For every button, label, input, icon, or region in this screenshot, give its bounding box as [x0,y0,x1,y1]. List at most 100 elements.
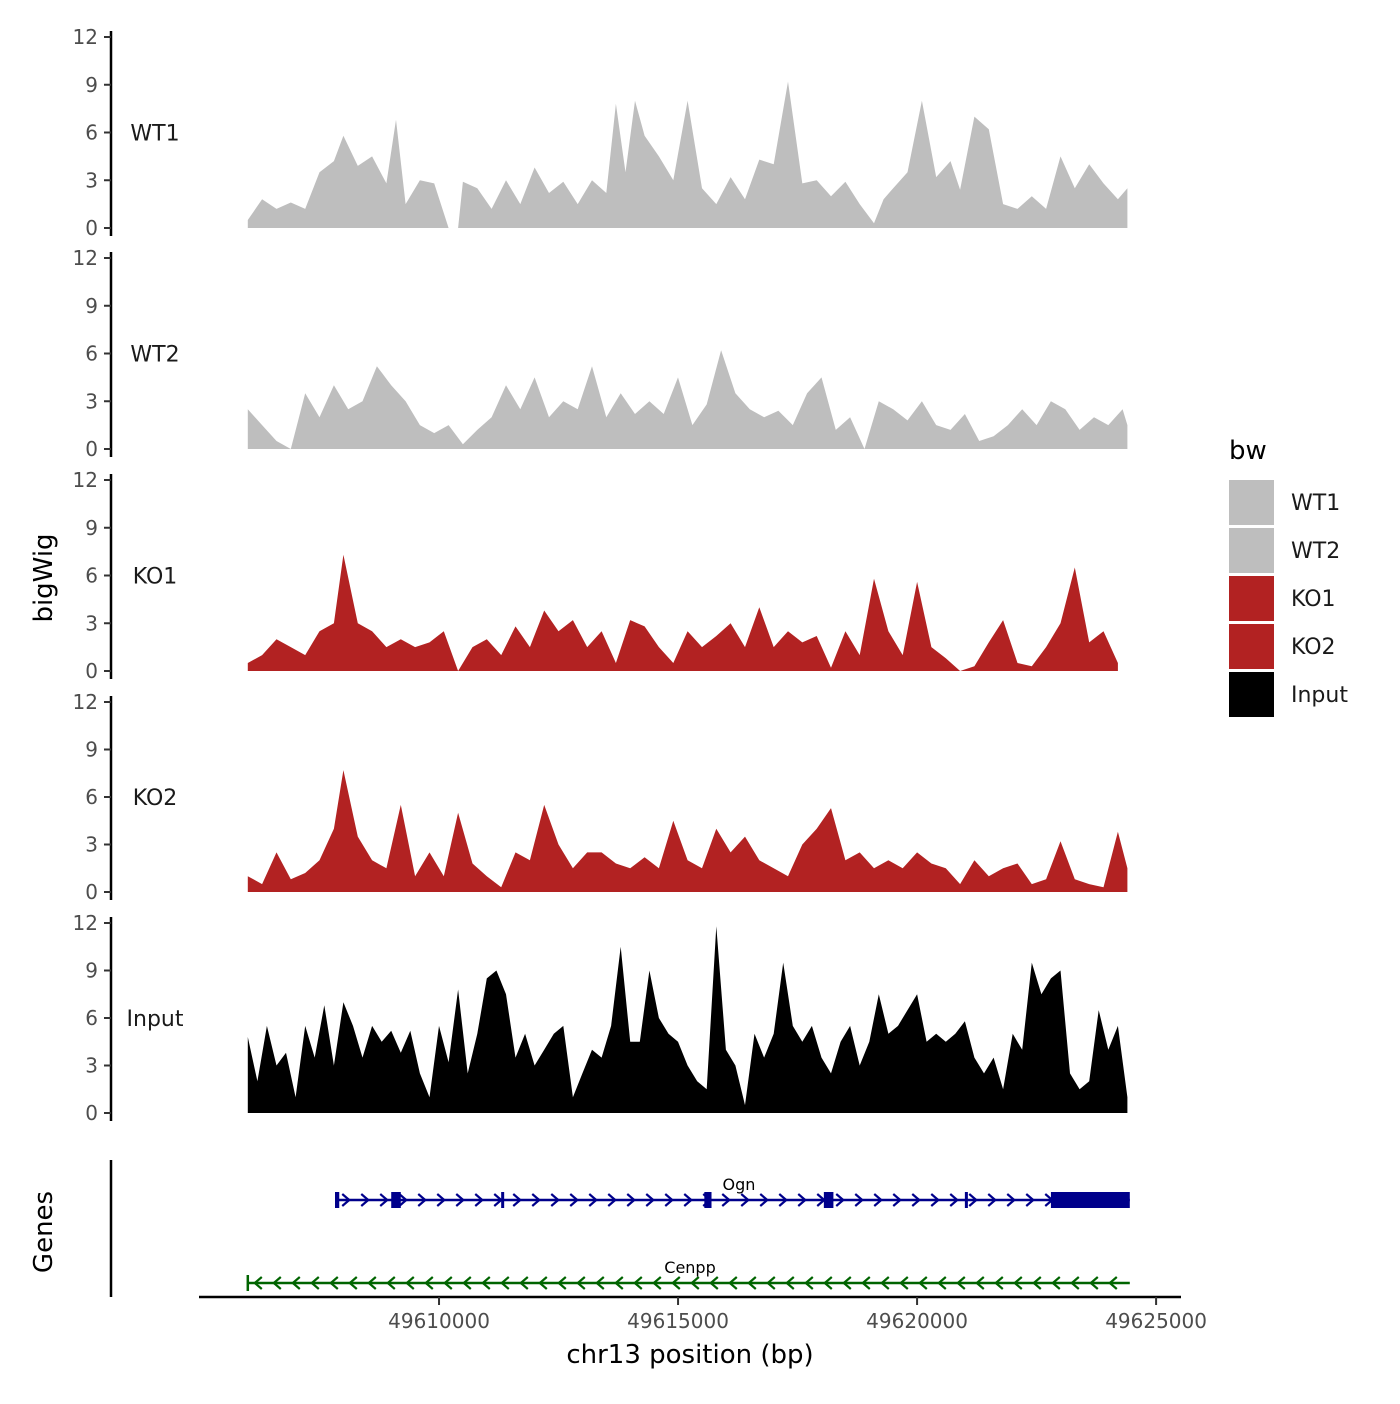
y-tick-label-input-0: 0 [85,1101,98,1125]
strand-chevron-cenpp [823,1276,833,1290]
strand-chevron-ogn [892,1193,902,1207]
track-label-wt1: WT1 [130,122,179,147]
strand-chevron-cenpp [956,1276,966,1290]
y-tick-label-wt1-6: 6 [85,121,98,145]
track-wt2: 0 3 6 9 12 WT2 [73,246,1128,461]
strand-chevron-ogn [797,1193,807,1207]
strand-chevron-cenpp [899,1276,909,1290]
legend: bw WT1 WT2 KO1 KO2 Input [1229,436,1348,717]
strand-chevron-cenpp [994,1276,1004,1290]
strand-chevron-cenpp [386,1276,396,1290]
strand-chevron-ogn [341,1193,351,1207]
y-tick-label-ko1-3: 3 [85,611,98,635]
y-tick-label-ko1-9: 9 [85,516,98,540]
strand-chevron-ogn [835,1193,845,1207]
strand-chevron-ogn [436,1193,446,1207]
strand-chevron-cenpp [652,1276,662,1290]
track-ko1: 0 3 6 9 12 KO1 [73,468,1118,683]
strand-chevron-ogn [398,1193,408,1207]
track-wt1: 0 3 6 9 12 WT1 [73,25,1128,240]
y-tick-label-ko2-0: 0 [85,880,98,904]
exon-ogn-5 [823,1192,834,1208]
strand-chevron-ogn [930,1193,940,1207]
coverage-area-ko2 [247,770,1128,892]
strand-chevron-cenpp [424,1276,434,1290]
strand-chevron-cenpp [481,1276,491,1290]
strand-chevron-cenpp [842,1276,852,1290]
strand-chevron-cenpp [975,1276,985,1290]
genes-track-title: Genes [29,1191,59,1273]
strand-chevron-ogn [474,1193,484,1207]
y-tick-label-wt1-0: 0 [85,216,98,240]
x-tick-label-49625000: 49625000 [1105,1309,1207,1333]
y-tick-label-ko2-3: 3 [85,833,98,857]
legend-label-wt2: WT2 [1291,539,1340,564]
y-tick-label-input-6: 6 [85,1006,98,1030]
x-axis: 49610000 49615000 49620000 49625000 [199,1295,1207,1333]
legend-swatch-wt1 [1229,480,1274,525]
strand-chevron-cenpp [519,1276,529,1290]
strand-chevron-cenpp [405,1276,415,1290]
strand-chevron-cenpp [766,1276,776,1290]
strand-chevron-ogn [531,1193,541,1207]
legend-label-wt1: WT1 [1291,491,1340,516]
y-axis-title: bigWig [29,533,59,622]
track-ko2: 0 3 6 9 12 KO2 [73,690,1128,904]
strand-chevron-ogn [987,1193,997,1207]
strand-chevron-cenpp [538,1276,548,1290]
legend-label-ko2: KO2 [1291,635,1336,660]
strand-chevron-ogn [664,1193,674,1207]
tracks-layer: 0 3 6 9 12 WT1 0 3 6 9 12 WT2 0 3 6 9 12 KO1 0 3 6 9 12 KO2 0 3 6 9… [73,25,1128,1125]
exon-ogn-2 [391,1192,401,1208]
legend-swatch-ko2 [1229,624,1274,669]
strand-chevron-ogn [1006,1193,1016,1207]
strand-chevron-ogn [626,1193,636,1207]
y-tick-label-wt2-12: 12 [73,246,98,270]
y-tick-label-wt2-9: 9 [85,294,98,318]
strand-chevron-cenpp [614,1276,624,1290]
strand-chevron-cenpp [690,1276,700,1290]
exon-ogn-1 [336,1192,340,1208]
strand-chevron-ogn [873,1193,883,1207]
strand-chevron-ogn [911,1193,921,1207]
legend-items: WT1 WT2 KO1 KO2 Input [1229,480,1348,717]
strand-chevron-cenpp [462,1276,472,1290]
strand-chevron-cenpp [1108,1276,1118,1290]
exon-ogn-7 [1050,1192,1130,1208]
strand-chevron-cenpp [595,1276,605,1290]
coverage-area-wt1 [247,81,1128,228]
y-tick-label-wt2-6: 6 [85,342,98,366]
strand-chevron-ogn [1025,1193,1035,1207]
strand-chevron-cenpp [500,1276,510,1290]
strand-chevron-cenpp [329,1276,339,1290]
legend-label-input: Input [1291,683,1348,708]
track-label-ko2: KO2 [133,786,178,811]
strand-chevron-ogn [569,1193,579,1207]
strand-chevron-cenpp [576,1276,586,1290]
x-axis-title: chr13 position (bp) [566,1340,813,1370]
y-tick-label-ko2-12: 12 [73,690,98,714]
strand-chevron-cenpp [880,1276,890,1290]
strand-chevron-cenpp [348,1276,358,1290]
x-tick-label-49615000: 49615000 [627,1309,729,1333]
strand-chevron-ogn [645,1193,655,1207]
y-tick-label-ko2-6: 6 [85,785,98,809]
gene-ogn: Ogn [334,1175,1130,1208]
strand-chevron-ogn [588,1193,598,1207]
legend-title: bw [1229,436,1267,466]
legend-swatch-wt2 [1229,528,1274,573]
track-label-ko1: KO1 [133,565,178,590]
strand-chevron-cenpp [1089,1276,1099,1290]
strand-chevron-cenpp [918,1276,928,1290]
strand-chevron-ogn [512,1193,522,1207]
strand-chevron-cenpp [937,1276,947,1290]
strand-chevron-ogn [550,1193,560,1207]
strand-chevron-ogn [968,1193,978,1207]
coverage-area-input [247,926,1128,1113]
gene-label-ogn: Ogn [723,1175,756,1194]
strand-chevron-cenpp [310,1276,320,1290]
strand-chevron-ogn [778,1193,788,1207]
y-tick-label-ko2-9: 9 [85,738,98,762]
strand-chevron-cenpp [1070,1276,1080,1290]
